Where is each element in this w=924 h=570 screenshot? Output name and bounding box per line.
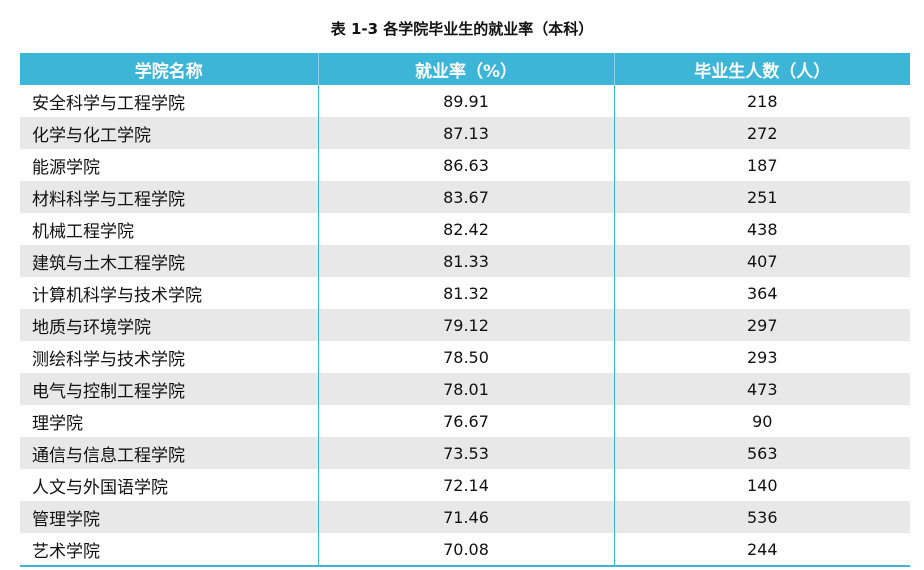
employment-rate: 86.63 [317, 149, 614, 181]
college-name: 艺术学院 [20, 533, 318, 567]
graduate-count: 244 [613, 533, 910, 567]
college-name: 理学院 [32, 413, 83, 434]
table-row: 管理学院 71.46 536 [20, 501, 910, 533]
employment-rate: 72.14 [317, 469, 614, 501]
college-name: 建筑与土木工程学院 [20, 245, 318, 277]
employment-rate: 81.33 [317, 245, 614, 277]
employment-rate: 81.32 [317, 277, 614, 309]
graduate-count: 251 [613, 181, 910, 213]
graduate-count: 187 [613, 149, 910, 181]
table-row: 通信与信息工程学院 73.53 563 [20, 437, 910, 469]
table-row: 艺术学院 70.08 244 [20, 533, 910, 567]
employment-rate: 78.01 [317, 373, 614, 405]
graduate-count: 536 [613, 501, 910, 533]
graduate-count: 364 [613, 277, 910, 309]
table-row: 材料科学与工程学院 83.67 251 [20, 181, 910, 213]
college-name: 通信与信息工程学院 [20, 437, 318, 469]
graduate-count: 140 [613, 469, 910, 501]
data-table: 学院名称 就业率（%） 毕业生人数（人） 安全科学与工程学院 89.91 218 化学与化… [20, 53, 910, 567]
college-name: 管理学院 [20, 501, 318, 533]
employment-rate: 71.46 [317, 501, 614, 533]
table-title: 表 1-3 各学院毕业生的就业率（本科） [330, 20, 594, 38]
employment-rate: 78.50 [317, 341, 614, 373]
college-name: 能源学院 [32, 157, 100, 178]
employment-rate: 82.42 [317, 213, 614, 245]
table-row: 人文与外国语学院 72.14 140 [20, 469, 910, 501]
table-row: 计算机科学与技术学院 81.32 364 [20, 277, 910, 309]
college-name: 化学与化工学院 [20, 117, 318, 149]
employment-rate: 73.53 [317, 437, 614, 469]
header-row: 学院名称 就业率（%） 毕业生人数（人） [20, 53, 910, 85]
graduate-count: 272 [613, 117, 910, 149]
graduate-count: 407 [613, 245, 910, 277]
graduate-count: 293 [613, 341, 910, 373]
employment-rate: 83.67 [317, 181, 614, 213]
table-row: 理学院 76.67 90 [20, 405, 910, 437]
employment-rate: 70.08 [317, 533, 614, 567]
college-name: 电气与控制工程学院 [20, 373, 318, 405]
employment-rate: 76.67 [317, 405, 614, 437]
college-name: 地质与环境学院 [20, 309, 318, 341]
table-row: 安全科学与工程学院 89.91 218 [20, 85, 910, 117]
column-header: 就业率（%） [317, 53, 614, 85]
college-name: 机械工程学院 [32, 221, 134, 242]
column-header: 学院名称 [20, 53, 318, 85]
employment-rate: 89.91 [317, 85, 614, 117]
column-header: 毕业生人数（人） [613, 53, 910, 85]
employment-rate: 79.12 [317, 309, 614, 341]
graduate-count: 438 [613, 213, 910, 245]
college-name: 材料科学与工程学院 [20, 181, 318, 213]
college-name: 计算机科学与技术学院 [32, 285, 202, 306]
college-name: 测绘科学与技术学院 [32, 349, 185, 370]
table-row: 化学与化工学院 87.13 272 [20, 117, 910, 149]
table-row: 测绘科学与技术学院 78.50 293 [20, 341, 910, 373]
college-name: 人文与外国语学院 [32, 477, 168, 498]
employment-rate: 87.13 [317, 117, 614, 149]
graduate-count: 563 [613, 437, 910, 469]
table-row: 能源学院 86.63 187 [20, 149, 910, 181]
graduate-count: 218 [613, 85, 910, 117]
graduate-count: 297 [613, 309, 910, 341]
college-name: 安全科学与工程学院 [32, 93, 185, 114]
table-row: 建筑与土木工程学院 81.33 407 [20, 245, 910, 277]
graduate-count: 90 [613, 405, 910, 437]
table-row: 机械工程学院 82.42 438 [20, 213, 910, 245]
table-row: 地质与环境学院 79.12 297 [20, 309, 910, 341]
table-row: 电气与控制工程学院 78.01 473 [20, 373, 910, 405]
graduate-count: 473 [613, 373, 910, 405]
